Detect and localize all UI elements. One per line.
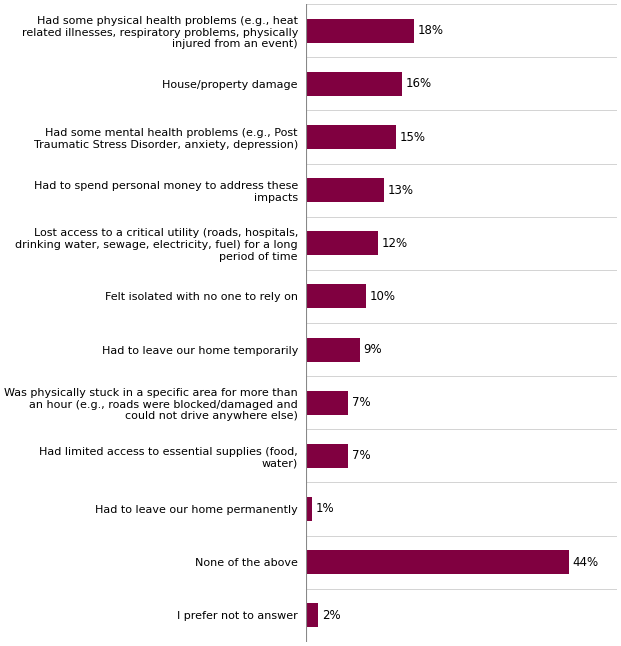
Bar: [306, 444, 348, 468]
Bar: [306, 338, 360, 362]
Text: 12%: 12%: [381, 237, 407, 250]
Text: 7%: 7%: [351, 450, 370, 463]
Text: 16%: 16%: [406, 78, 432, 90]
Bar: [306, 178, 384, 202]
Bar: [306, 125, 396, 149]
Bar: [306, 497, 312, 521]
Text: 9%: 9%: [363, 343, 382, 356]
Text: 2%: 2%: [322, 609, 340, 621]
Text: 1%: 1%: [316, 503, 335, 516]
Bar: [306, 19, 414, 43]
Text: 44%: 44%: [573, 556, 599, 568]
Bar: [306, 391, 348, 415]
Text: 10%: 10%: [369, 290, 396, 303]
Bar: [306, 72, 402, 96]
Text: 13%: 13%: [388, 183, 414, 196]
Bar: [306, 231, 378, 255]
Text: 7%: 7%: [351, 396, 370, 409]
Bar: [306, 550, 569, 574]
Text: 15%: 15%: [399, 130, 425, 143]
Bar: [306, 603, 318, 627]
Text: 18%: 18%: [417, 25, 443, 37]
Bar: [306, 284, 366, 308]
